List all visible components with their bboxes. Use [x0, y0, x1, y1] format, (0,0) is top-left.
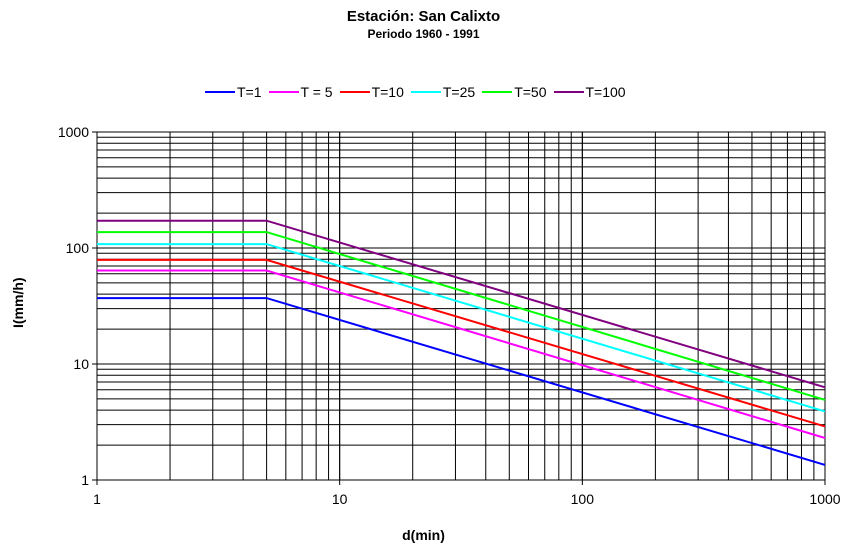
legend-swatch	[339, 91, 370, 93]
legend-item-t50: T=50	[482, 84, 547, 100]
y-tick-label: 1000	[58, 124, 89, 140]
legend-label: T=50	[514, 84, 547, 100]
series-line	[97, 297, 826, 466]
legend-label: T = 5	[300, 84, 333, 100]
legend-swatch	[268, 91, 299, 93]
x-tick-label: 1	[93, 491, 101, 507]
chart-subtitle: Periodo 1960 - 1991	[367, 27, 480, 41]
chart-title: Estación: San Calixto	[346, 8, 501, 25]
legend-swatch	[205, 91, 235, 93]
legend-item-t1: T=1	[205, 84, 262, 100]
y-tick-label: 10	[73, 356, 89, 372]
y-axis-title: I(mm/h)	[10, 277, 26, 328]
legend-item-t5: T = 5	[268, 84, 333, 100]
x-axis-title: d(min)	[402, 527, 445, 543]
x-tick-label: 1000	[809, 491, 840, 507]
series-line	[97, 219, 826, 389]
legend-item-t10: T=10	[339, 84, 404, 100]
legend-swatch	[482, 91, 513, 93]
x-tick-label: 100	[571, 491, 595, 507]
series-line	[97, 231, 826, 401]
x-tick-label: 10	[332, 491, 348, 507]
legend-label: T=25	[442, 84, 476, 100]
legend-label: T=1	[237, 84, 262, 100]
legend-swatch	[410, 91, 441, 93]
legend-label: T=100	[585, 84, 626, 100]
legend-swatch	[553, 91, 584, 93]
series-line	[97, 243, 826, 413]
legend-item-t100: T=100	[553, 84, 626, 100]
series-line	[97, 258, 826, 428]
y-tick-label: 1	[81, 472, 89, 488]
legend-item-t25: T=25	[410, 84, 476, 100]
plot-frame	[96, 131, 826, 481]
legend: T=1 T = 5 T=10 T=25 T=50 T=100	[205, 84, 633, 100]
legend-label: T=10	[371, 84, 404, 100]
y-tick-label: 100	[66, 240, 90, 256]
series-line	[97, 269, 826, 439]
